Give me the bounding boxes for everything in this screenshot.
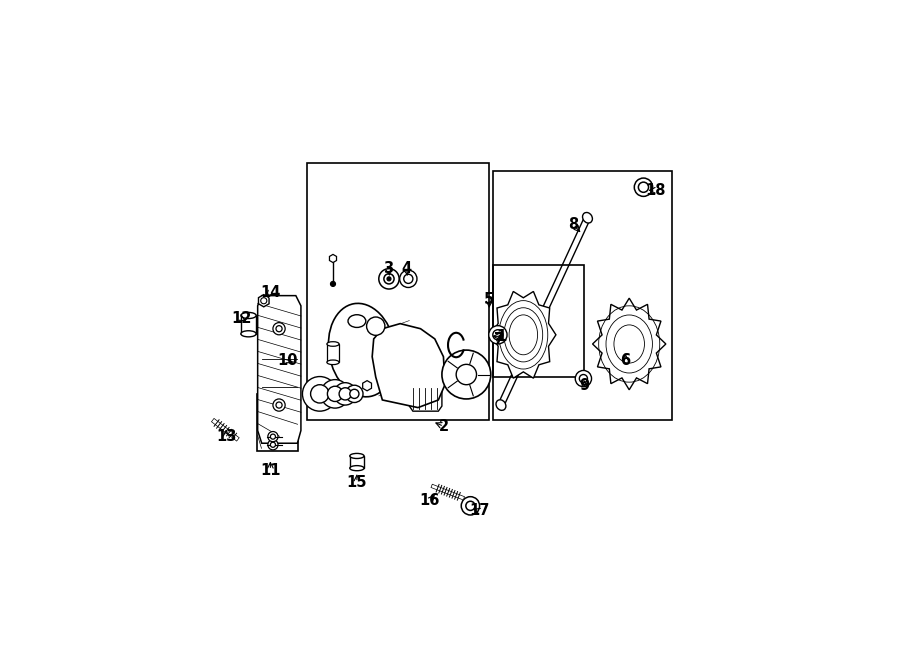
Circle shape bbox=[366, 317, 385, 335]
Circle shape bbox=[442, 350, 490, 399]
Circle shape bbox=[379, 268, 400, 289]
Circle shape bbox=[261, 297, 266, 304]
Circle shape bbox=[268, 432, 278, 442]
Polygon shape bbox=[592, 298, 666, 390]
Text: 5: 5 bbox=[484, 292, 494, 307]
Ellipse shape bbox=[241, 330, 256, 337]
Text: 14: 14 bbox=[260, 285, 281, 299]
Text: 10: 10 bbox=[277, 353, 297, 368]
Bar bbox=[493, 265, 584, 377]
Circle shape bbox=[273, 323, 285, 335]
Ellipse shape bbox=[241, 313, 256, 319]
Polygon shape bbox=[363, 381, 372, 391]
Text: 13: 13 bbox=[216, 429, 237, 444]
Circle shape bbox=[276, 326, 282, 332]
Circle shape bbox=[270, 442, 275, 447]
Polygon shape bbox=[327, 344, 339, 362]
Ellipse shape bbox=[350, 453, 364, 459]
Text: 6: 6 bbox=[620, 353, 630, 368]
Text: 3: 3 bbox=[383, 261, 393, 276]
Text: 9: 9 bbox=[580, 378, 590, 393]
Circle shape bbox=[489, 326, 507, 344]
Circle shape bbox=[384, 274, 394, 284]
Circle shape bbox=[638, 182, 649, 192]
Circle shape bbox=[276, 402, 282, 408]
Circle shape bbox=[339, 388, 351, 400]
Circle shape bbox=[466, 501, 475, 510]
Circle shape bbox=[310, 385, 328, 403]
Text: 17: 17 bbox=[469, 504, 490, 518]
Circle shape bbox=[387, 277, 391, 281]
Circle shape bbox=[493, 330, 503, 340]
Ellipse shape bbox=[582, 212, 592, 223]
Circle shape bbox=[270, 434, 275, 439]
Circle shape bbox=[330, 282, 336, 286]
Circle shape bbox=[634, 178, 652, 196]
Text: 2: 2 bbox=[439, 419, 449, 434]
Circle shape bbox=[350, 389, 359, 399]
Circle shape bbox=[268, 440, 278, 450]
Text: 12: 12 bbox=[231, 311, 252, 326]
Text: 7: 7 bbox=[494, 332, 505, 348]
Text: 16: 16 bbox=[419, 493, 440, 508]
Ellipse shape bbox=[328, 303, 396, 397]
Ellipse shape bbox=[348, 315, 365, 327]
Circle shape bbox=[328, 386, 343, 401]
Circle shape bbox=[302, 377, 338, 411]
Text: 11: 11 bbox=[260, 463, 281, 478]
Circle shape bbox=[320, 379, 349, 408]
Bar bbox=[256, 394, 299, 451]
Bar bbox=[493, 171, 672, 420]
Ellipse shape bbox=[327, 342, 339, 346]
Polygon shape bbox=[373, 324, 445, 408]
Ellipse shape bbox=[496, 400, 506, 410]
Polygon shape bbox=[258, 295, 269, 307]
Text: 8: 8 bbox=[568, 217, 579, 232]
Circle shape bbox=[400, 270, 417, 288]
Circle shape bbox=[456, 364, 476, 385]
Circle shape bbox=[273, 399, 285, 411]
Polygon shape bbox=[257, 295, 301, 444]
Text: 1: 1 bbox=[496, 329, 506, 344]
Polygon shape bbox=[329, 254, 337, 262]
Ellipse shape bbox=[350, 465, 364, 471]
Polygon shape bbox=[491, 292, 556, 378]
Polygon shape bbox=[410, 386, 442, 411]
Circle shape bbox=[346, 385, 363, 403]
Circle shape bbox=[575, 370, 591, 387]
Text: 4: 4 bbox=[401, 261, 411, 276]
Bar bbox=[307, 163, 489, 420]
Circle shape bbox=[404, 274, 413, 284]
Circle shape bbox=[580, 375, 588, 383]
Text: 15: 15 bbox=[346, 475, 367, 490]
Text: 18: 18 bbox=[645, 183, 666, 198]
Polygon shape bbox=[241, 315, 256, 334]
Circle shape bbox=[334, 383, 356, 405]
Circle shape bbox=[462, 496, 480, 515]
Polygon shape bbox=[350, 456, 364, 468]
Ellipse shape bbox=[327, 360, 339, 365]
